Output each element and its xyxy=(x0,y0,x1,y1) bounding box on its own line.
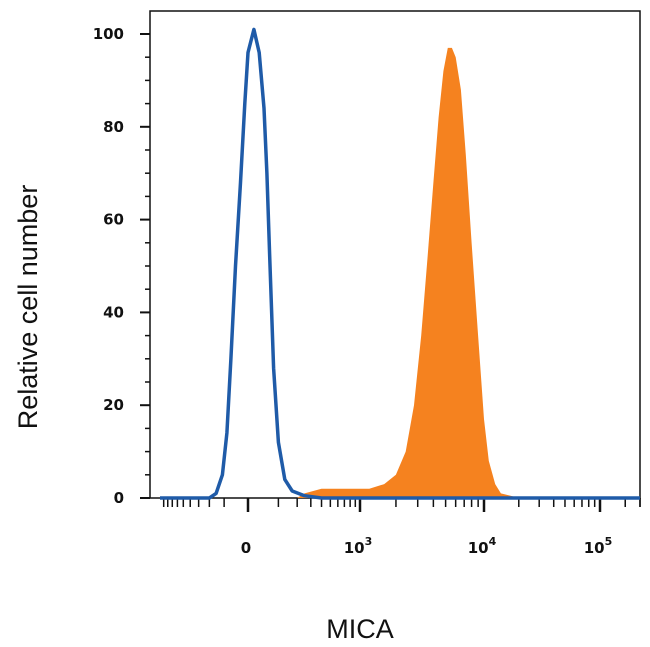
x-tick-label: 104 xyxy=(468,535,497,557)
x-tick-label: 0 xyxy=(241,539,251,557)
x-minor-ticks xyxy=(162,498,641,507)
series-outline-line xyxy=(160,27,640,500)
y-axis: 0 20 40 60 80 100 xyxy=(93,25,150,507)
y-axis-title: Relative cell number xyxy=(13,185,43,430)
plot-frame xyxy=(149,10,641,499)
y-tick-label: 40 xyxy=(103,303,124,321)
series-layer xyxy=(160,27,640,500)
y-tick-label: 60 xyxy=(103,211,124,229)
y-tick-label: 0 xyxy=(114,489,124,507)
y-tick-label: 100 xyxy=(93,25,124,43)
x-tick-label: 103 xyxy=(344,535,373,557)
series-filled-area xyxy=(160,47,640,499)
x-tick-label: 105 xyxy=(584,535,613,557)
y-tick-label: 80 xyxy=(103,118,124,136)
y-minor-ticks xyxy=(145,56,150,476)
x-axis-title: MICA xyxy=(326,614,394,644)
y-tick-label: 20 xyxy=(103,396,124,414)
